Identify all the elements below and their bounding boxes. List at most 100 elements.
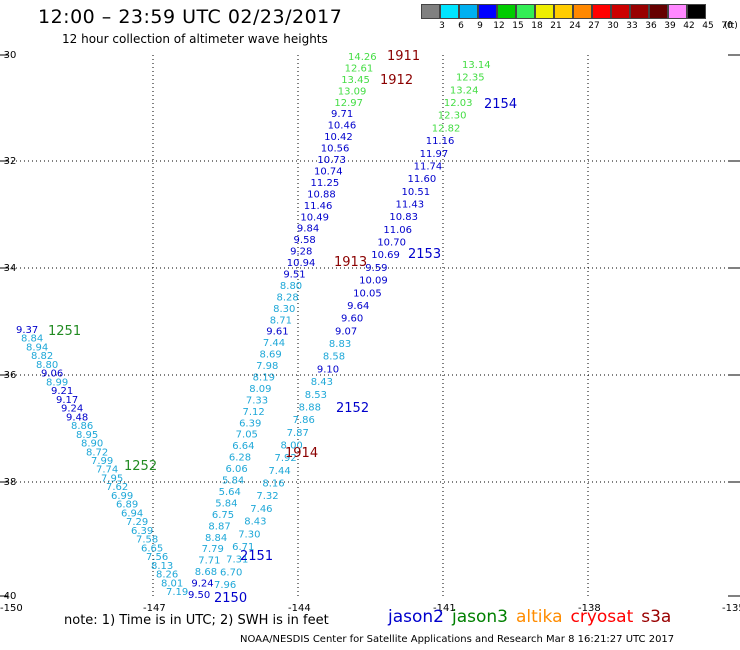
legend-label: 18 <box>531 21 543 31</box>
wave-height-value: 10.83 <box>389 212 418 223</box>
wave-height-value: 6.28 <box>229 453 251 464</box>
legend-label: 6 <box>458 21 464 31</box>
wave-height-value: 8.19 <box>253 373 275 384</box>
wave-height-value: 10.09 <box>359 276 388 287</box>
map-grid <box>0 54 740 597</box>
wave-height-value: 6.06 <box>225 464 247 475</box>
wave-height-value: 8.95 <box>76 430 98 441</box>
legend-swatch <box>592 4 611 19</box>
wave-height-value: 7.44 <box>263 338 285 349</box>
pass-time-label: 2150 <box>214 591 247 606</box>
legend-label: 39 <box>664 21 676 31</box>
wave-height-value: 10.05 <box>353 288 382 299</box>
lon-tick-label: -147 <box>143 603 166 614</box>
wave-height-value: 8.01 <box>161 578 183 589</box>
wave-height-value: 8.69 <box>259 350 281 361</box>
wave-height-value: 7.95 <box>101 473 123 484</box>
page-subtitle: 12 hour collection of altimeter wave hei… <box>62 32 328 46</box>
pass-time-label: 1913 <box>334 255 367 270</box>
wave-height-value: 8.43 <box>311 377 333 388</box>
wave-height-value: 8.53 <box>305 390 327 401</box>
wave-height-value: 9.59 <box>365 263 387 274</box>
wave-height-value: 9.60 <box>341 314 363 325</box>
legend-label: 45 <box>702 21 714 31</box>
wave-height-value: 8.80 <box>36 360 58 371</box>
wave-height-value: 7.92 <box>274 453 296 464</box>
wave-height-value: 7.62 <box>106 482 128 493</box>
wave-height-value: 7.87 <box>287 428 309 439</box>
wave-height-value: 10.88 <box>307 189 336 200</box>
wave-height-value: 14.26 <box>348 52 377 63</box>
wave-height-value: 8.13 <box>151 561 173 572</box>
wave-height-value: 5.84 <box>222 476 244 487</box>
lat-tick-label: -30 <box>0 50 16 61</box>
satellite-name: altika <box>516 607 563 627</box>
wave-height-value: 11.97 <box>420 149 449 160</box>
legend-swatch <box>516 4 535 19</box>
legend-label: 36 <box>645 21 657 31</box>
wave-height-value: 7.46 <box>250 504 272 515</box>
satellite-legend: jason2 jason3 altika cryosat s3a <box>388 607 679 627</box>
lon-tick-label: -138 <box>578 603 601 614</box>
wave-height-value: 12.30 <box>438 111 467 122</box>
lat-tick-label: -36 <box>0 370 16 381</box>
wave-height-value: 13.09 <box>338 86 367 97</box>
wave-height-value: 8.72 <box>86 447 108 458</box>
wave-height-value: 11.74 <box>414 161 443 172</box>
wave-height-value: 6.75 <box>212 510 234 521</box>
wave-height-value: 13.45 <box>341 75 370 86</box>
pass-time-labels: 1911 1912 1913 1914 2154 2153 2152 2151 2150 1251… <box>48 49 517 606</box>
legend-swatch <box>440 4 459 19</box>
wave-height-value: 13.24 <box>450 85 479 96</box>
wave-height-value: 11.46 <box>304 201 333 212</box>
wave-height-value: 9.51 <box>283 269 305 280</box>
wave-height-value: 10.42 <box>324 132 353 143</box>
lat-tick-label: -38 <box>0 477 16 488</box>
wave-height-value: 10.56 <box>321 144 350 155</box>
satellite-name: jason2 <box>388 607 444 627</box>
wave-height-value: 6.65 <box>141 543 163 554</box>
wave-height-value: 9.24 <box>61 404 83 415</box>
wave-height-value: 10.49 <box>300 212 329 223</box>
legend-label: 27 <box>588 21 600 31</box>
wave-height-value: 12.35 <box>456 73 485 84</box>
pass-time-label: 2154 <box>484 97 517 112</box>
wave-height-value: 9.50 <box>188 590 210 601</box>
wave-height-value: 10.94 <box>287 258 316 269</box>
legend-label: 42 <box>683 21 695 31</box>
wave-height-value: 9.06 <box>41 369 63 380</box>
wave-height-value: 10.70 <box>377 238 406 249</box>
wave-height-value: 6.71 <box>232 542 254 553</box>
wave-height-value: 7.33 <box>246 395 268 406</box>
lat-tick-label: -40 <box>0 591 16 602</box>
wave-height-value: 8.84 <box>205 533 227 544</box>
wave-height-value: 8.86 <box>71 421 93 432</box>
wave-height-value: 10.46 <box>328 121 357 132</box>
wave-height-value: 7.74 <box>96 465 118 476</box>
satellite-name: jason3 <box>452 607 508 627</box>
wave-height-value: 7.31 <box>226 555 248 566</box>
wave-height-value: 9.48 <box>66 412 88 423</box>
wave-height-value: 8.99 <box>46 377 68 388</box>
legend-label: 9 <box>477 21 483 31</box>
wave-height-value: 7.12 <box>242 407 264 418</box>
legend-swatch <box>497 4 516 19</box>
pass-time-label: 1914 <box>285 446 318 461</box>
wave-height-value: 8.83 <box>329 339 351 350</box>
wave-height-value: 11.60 <box>408 174 437 185</box>
wave-height-value: 9.10 <box>317 364 339 375</box>
wave-height-value: 6.99 <box>111 491 133 502</box>
wave-height-value: 11.25 <box>311 178 340 189</box>
wave-height-value: 12.82 <box>432 123 461 134</box>
legend-label: 21 <box>550 21 562 31</box>
legend-swatch <box>649 4 668 19</box>
wave-height-value: 7.30 <box>238 529 260 540</box>
wave-height-value: 9.37 <box>16 325 38 336</box>
wave-height-value: 7.71 <box>198 556 220 567</box>
satellite-name: s3a <box>641 607 672 627</box>
wave-height-value: 8.87 <box>208 521 230 532</box>
wave-height-value: 7.98 <box>256 361 278 372</box>
wave-height-value: 7.19 <box>166 587 188 598</box>
wave-height-value: 11.43 <box>395 200 424 211</box>
